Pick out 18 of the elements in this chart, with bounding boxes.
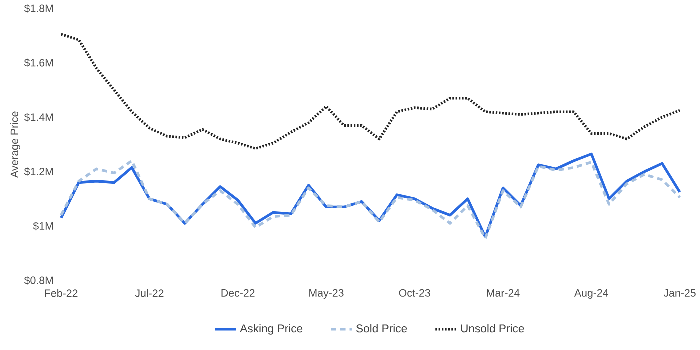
- x-tick-label: Aug-24: [574, 289, 609, 300]
- y-axis-title: Average Price: [10, 112, 20, 178]
- y-tick-label: $1.2M: [24, 168, 54, 176]
- legend-label: Sold Price: [356, 324, 408, 333]
- y-tick-label: $1M: [33, 222, 54, 231]
- legend-label: Unsold Price: [461, 324, 524, 333]
- x-tick-label: Oct-23: [399, 289, 430, 297]
- x-tick-label: Feb-22: [45, 289, 78, 298]
- x-tick-label: Dec-22: [222, 289, 255, 297]
- x-tick-label: Jul-22: [135, 289, 164, 298]
- legend-label: Asking Price: [240, 324, 303, 335]
- y-tick-label: $1.6M: [24, 58, 54, 68]
- y-tick-label: $0.8M: [24, 276, 54, 285]
- x-tick-label: Jan-25: [664, 289, 696, 297]
- y-tick-label: $1.4M: [24, 113, 54, 122]
- x-tick-label: May-23: [310, 289, 344, 300]
- x-tick-label: Mar-24: [487, 289, 520, 297]
- y-tick-label: $1.8M: [24, 4, 54, 13]
